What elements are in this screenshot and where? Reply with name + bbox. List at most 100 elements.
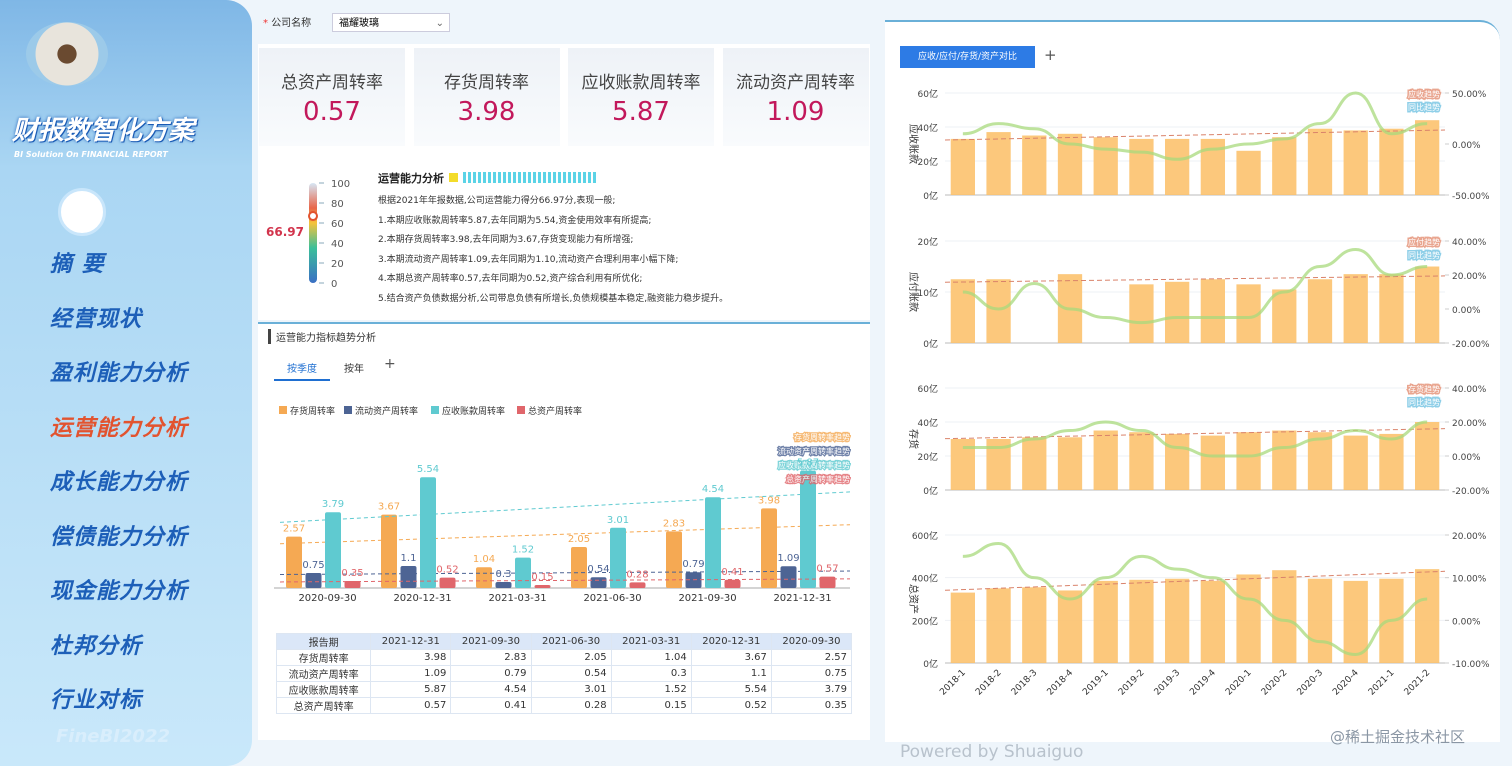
y2-tick-label: -20.00% [1452, 487, 1490, 497]
nav-item[interactable]: 杜邦分析 [50, 633, 143, 659]
bar [986, 279, 1011, 343]
kpi-value: 1.09 [766, 97, 825, 127]
bar [1379, 433, 1404, 490]
bar [305, 573, 322, 588]
bar [1165, 578, 1190, 663]
nav-item[interactable]: 成长能力分析 [50, 470, 189, 495]
nav-item[interactable]: 运营能力分析 [50, 415, 189, 441]
bar [1415, 120, 1440, 195]
nav-item[interactable]: 经营现状 [50, 306, 143, 332]
nav-item[interactable]: 偿债能力分析 [50, 524, 189, 550]
table-row: 报告期 2021-12-31 2021-09-30 2021-06-30 2021-03… [275, 633, 853, 650]
tab[interactable]: 按季度 [274, 360, 330, 381]
trend-line [944, 129, 1446, 141]
add-tab[interactable]: + [384, 356, 396, 372]
x-tick-label: 2019-2 [1117, 668, 1147, 698]
analysis-line: 3.本期流动资产周转率1.09,去年同期为1.10,流动资产合理利用率小幅下降; [378, 254, 679, 265]
legend-label: 总资产周转率 [528, 405, 582, 417]
bar [950, 279, 975, 343]
gauge-tick-label: 100 [331, 179, 350, 190]
bar [1093, 137, 1118, 195]
x-tick-label: 2019-1 [1081, 668, 1111, 698]
legend-label: 流动资产周转率 [355, 405, 418, 417]
home-icon[interactable] [58, 188, 106, 236]
x-tick-label: 2021-12-31 [773, 593, 831, 604]
gauge-value: 66.97 [266, 225, 304, 239]
bar [476, 567, 492, 588]
y-tick-label: 0亿 [923, 658, 938, 670]
y-tick-label: 0亿 [923, 338, 938, 350]
watermark: @稀土掘金技术社区 [1330, 728, 1466, 746]
x-tick-label: 2021-03-31 [488, 593, 546, 604]
y-tick-label: 0亿 [923, 485, 938, 497]
y-axis-title: 存货 [907, 429, 920, 449]
value-label: 3.67 [378, 502, 400, 513]
bar [1165, 138, 1190, 195]
analysis-line: 5.结合资产负债数据分析,公司带息负债有所增长,负债规模基本稳定,融资能力稳步提… [378, 293, 729, 304]
value-label: 0.52 [436, 565, 458, 576]
y2-tick-label: -20.00% [1452, 340, 1490, 350]
select-value: 福耀玻璃 [339, 18, 379, 29]
nav-item[interactable]: 摘 要 [50, 252, 105, 277]
value-label: 2.83 [663, 518, 685, 529]
y2-tick-label: -50.00% [1452, 192, 1490, 202]
y2-tick-label: 10.00% [1452, 575, 1487, 585]
bar [1200, 580, 1225, 663]
x-tick-label: 2018-3 [1010, 668, 1040, 698]
bar [325, 512, 341, 588]
bar [515, 557, 531, 588]
trend-line [944, 275, 1446, 283]
y-tick-label: 20亿 [918, 451, 938, 463]
analysis-line: 根据2021年年报数据,公司运营能力得分66.97分,表现一般; [378, 196, 616, 206]
add-tab[interactable]: + [1044, 46, 1057, 64]
legend-label: 同比趋势 [1408, 102, 1440, 112]
bar [1307, 128, 1333, 195]
nav-item[interactable]: 盈利能力分析 [50, 361, 189, 386]
gauge-tick-label: 0 [331, 279, 337, 290]
bar [495, 582, 512, 588]
tab[interactable]: 按年 [344, 364, 364, 375]
bar [761, 508, 777, 588]
kpi-label: 流动资产周转率 [736, 73, 855, 93]
value-label: 0.3 [496, 569, 512, 580]
value-label: 3.01 [607, 515, 629, 526]
trend-label: 总资产周转率趋势 [786, 474, 850, 484]
bar [724, 579, 741, 588]
value-label: 2.57 [283, 524, 305, 535]
bar [1307, 432, 1333, 490]
table-header: 2021-09-30 [450, 633, 532, 650]
bar [1165, 433, 1190, 490]
x-tick-label: 2020-4 [1331, 668, 1361, 698]
y-tick-label: 600亿 [912, 530, 938, 542]
value-label: 1.1 [401, 553, 417, 564]
x-tick-label: 2018-1 [938, 668, 968, 698]
legend-label: 同比趋势 [1408, 397, 1440, 407]
bar [1129, 432, 1154, 490]
y2-tick-label: 0.00% [1452, 306, 1481, 316]
bar [1165, 281, 1190, 343]
x-tick-label: 2020-2 [1260, 668, 1290, 698]
nav-item[interactable]: 现金能力分析 [50, 579, 189, 604]
y2-tick-label: 20.00% [1452, 532, 1487, 542]
kpi-card: 存货周转率 3.98 [413, 48, 560, 146]
bar [629, 582, 646, 588]
nav-item[interactable]: 行业对标 [50, 688, 143, 713]
table-cell: 0.57 [370, 697, 452, 714]
company-select[interactable]: 福耀玻璃 ⌄ [332, 13, 450, 32]
bar [1022, 437, 1047, 490]
bar [1236, 432, 1261, 490]
trend-title: 运营能力指标趋势分析 [268, 329, 376, 344]
y-tick-label: 20亿 [918, 236, 938, 248]
legend-label: 存货趋势 [1408, 384, 1440, 394]
y2-tick-label: 20.00% [1452, 272, 1487, 282]
bar [666, 531, 682, 588]
legend-label: 同比趋势 [1408, 250, 1440, 260]
legend-swatch [279, 406, 287, 414]
table-row: 总资产周转率 0.57 0.41 0.28 0.15 0.52 0.35 [275, 697, 853, 714]
compare-tab[interactable]: 应收/应付/存货/资产对比 [900, 46, 1035, 68]
bar [1093, 430, 1118, 490]
y2-tick-label: 20.00% [1452, 419, 1487, 429]
app-subtitle: BI Solution On FINANCIAL REPORT [14, 150, 168, 159]
y-axis-title: 总资产 [907, 584, 920, 614]
bar [1200, 435, 1225, 490]
